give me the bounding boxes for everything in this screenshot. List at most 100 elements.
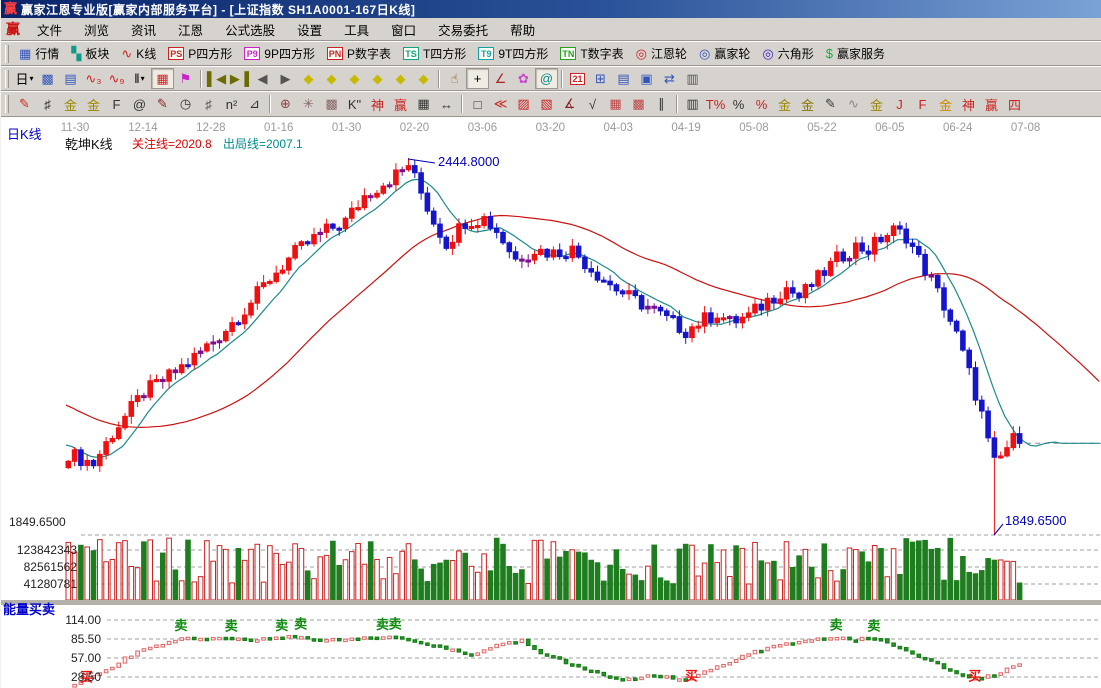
time-circle-button[interactable]: ◷ xyxy=(174,94,197,115)
tool-kline[interactable]: ∿ K线 xyxy=(115,43,162,64)
diamond-right-button[interactable]: ◆ xyxy=(320,68,343,89)
hash-lines-button[interactable]: ♯ xyxy=(197,94,220,115)
ying-angle-button[interactable]: 赢 xyxy=(980,94,1003,115)
shape-tool-button[interactable]: ✿ xyxy=(512,68,535,89)
box-frame-button[interactable]: □ xyxy=(466,94,489,115)
tool-winner-wheel[interactable]: ◎ 赢家轮 xyxy=(693,43,756,64)
tool-9t-square[interactable]: T9 9T四方形 xyxy=(472,43,554,64)
shen-angle-button[interactable]: 神 xyxy=(957,94,980,115)
qiankun-pattern-button[interactable]: ▦ xyxy=(151,68,174,89)
crosshair-tool-button[interactable]: + xyxy=(466,68,489,89)
tool-quotes[interactable]: ▦ 行情 xyxy=(13,43,65,64)
ruler-grid-button[interactable]: ▦ xyxy=(412,94,435,115)
menu-gann[interactable]: 江恩 xyxy=(167,18,214,41)
gold-line-button[interactable]: 金 xyxy=(796,94,819,115)
diamond-full-button[interactable]: ◆ xyxy=(412,68,435,89)
k-quote-button[interactable]: K" xyxy=(343,94,366,115)
shen-tool-button[interactable]: 神 xyxy=(366,94,389,115)
tool-p-square[interactable]: PS P四方形 xyxy=(162,43,238,64)
jump-last-button[interactable]: ▶▐ xyxy=(228,68,251,89)
spiral-tool-button[interactable]: @ xyxy=(128,94,151,115)
gold-angle-button[interactable]: 金 xyxy=(934,94,957,115)
f-grid-button[interactable]: F xyxy=(105,94,128,115)
info-doc-button[interactable]: ▤ xyxy=(59,68,82,89)
save-button[interactable]: ▣ xyxy=(635,68,658,89)
grid-red-button[interactable]: ▦ xyxy=(604,94,627,115)
star-web-button[interactable]: ✳ xyxy=(297,94,320,115)
network-quote-button[interactable]: ▩ xyxy=(36,68,59,89)
hatch-box-button[interactable]: ▧ xyxy=(535,94,558,115)
menu-settings[interactable]: 设置 xyxy=(286,18,333,41)
flag-chart-button[interactable]: ⚑ xyxy=(174,68,197,89)
parallel-lines-button[interactable]: ∥ xyxy=(650,94,673,115)
gold-circle-button[interactable]: 金 xyxy=(773,94,796,115)
chart-area[interactable]: 11-30 12-14 12-28 01-16 01-30 02-20 03-06 03-20… xyxy=(1,117,1101,688)
fan-box-button[interactable]: ▨ xyxy=(512,94,535,115)
period-daily-button[interactable]: 日 ▾ xyxy=(13,68,36,89)
toolbar-grip[interactable] xyxy=(5,69,9,88)
angle-measure-button[interactable]: ∠ xyxy=(489,68,512,89)
tool-winner-service[interactable]: $ 赢家服务 xyxy=(820,43,891,64)
box-web-button[interactable]: ▩ xyxy=(320,94,343,115)
hand-tool-button[interactable]: ☝ xyxy=(443,68,466,89)
menu-tools[interactable]: 工具 xyxy=(333,18,380,41)
knife-tool-button[interactable]: ✎ xyxy=(13,94,36,115)
span-measure-button[interactable]: ↔ xyxy=(435,94,458,115)
check-wave-button[interactable]: √ xyxy=(581,94,604,115)
menu-info[interactable]: 资讯 xyxy=(120,18,167,41)
gold-grid-1-button[interactable]: 金 xyxy=(59,94,82,115)
percent-line-button[interactable]: % xyxy=(750,94,773,115)
wave-3-button[interactable]: ∿₃ xyxy=(82,68,105,89)
memo-button[interactable]: ▤ xyxy=(612,68,635,89)
percent-table-button[interactable]: ▥ xyxy=(681,94,704,115)
menu-browse[interactable]: 浏览 xyxy=(73,18,120,41)
n-square-button[interactable]: n² xyxy=(220,94,243,115)
tool-p-number-table[interactable]: PN P数字表 xyxy=(321,43,397,64)
tool-hexagon[interactable]: ◎ 六角形 xyxy=(756,43,819,64)
toolbar-grip[interactable] xyxy=(5,95,9,113)
diamond-both-button[interactable]: ◆ xyxy=(343,68,366,89)
tool-sectors[interactable]: ▚ 板块 xyxy=(65,43,115,64)
kline-chart-canvas[interactable]: 11-30 12-14 12-28 01-16 01-30 02-20 03-06 03-20… xyxy=(1,118,1101,688)
tool-gann-wheel[interactable]: ◎ 江恩轮 xyxy=(630,43,693,64)
menu-trade-entrust[interactable]: 交易委托 xyxy=(427,18,499,41)
menu-formula-stock-pick[interactable]: 公式选股 xyxy=(214,18,286,41)
tool-t-number-table[interactable]: TN T数字表 xyxy=(554,43,629,64)
four-angle-button[interactable]: 四 xyxy=(1003,94,1026,115)
tool-t-square[interactable]: TS T四方形 xyxy=(397,43,472,64)
calculator-button[interactable]: ⊞ xyxy=(589,68,612,89)
smart-analyze-button[interactable]: @ xyxy=(535,68,558,89)
tool-9p-square[interactable]: P9 9P四方形 xyxy=(238,43,321,64)
candle-style-button[interactable]: ǁ ▾ xyxy=(128,68,151,89)
jump-first-button[interactable]: ▌◀ xyxy=(205,68,228,89)
ying-tool-button[interactable]: 赢 xyxy=(389,94,412,115)
t-percent-button[interactable]: T% xyxy=(704,94,727,115)
gold-grid-2-button[interactable]: 金 xyxy=(82,94,105,115)
gold-underline-button[interactable]: 金 xyxy=(865,94,888,115)
grid-arrow-button[interactable]: ▩ xyxy=(627,94,650,115)
step-back-button[interactable]: ◀ xyxy=(251,68,274,89)
circle-target-button[interactable]: ⊕ xyxy=(274,94,297,115)
grid-hash-button[interactable]: ♯ xyxy=(36,94,59,115)
red-fan-button[interactable]: ≪ xyxy=(489,94,512,115)
toolbar-grip[interactable] xyxy=(5,44,9,63)
percent-button[interactable]: % xyxy=(727,94,750,115)
calendar-21-button[interactable]: 21 xyxy=(566,68,589,89)
marker-pen-button[interactable]: ✎ xyxy=(151,94,174,115)
angle-lines-button[interactable]: ∡ xyxy=(558,94,581,115)
f-angle-button[interactable]: F xyxy=(911,94,934,115)
angle-a-button[interactable]: ⊿ xyxy=(243,94,266,115)
a-wave-button[interactable]: ∿ xyxy=(842,94,865,115)
step-forward-button[interactable]: ▶ xyxy=(274,68,297,89)
diamond-left-button[interactable]: ◆ xyxy=(297,68,320,89)
export-button[interactable]: ⇄ xyxy=(658,68,681,89)
brush-vertical-button[interactable]: ✎ xyxy=(819,94,842,115)
menu-window[interactable]: 窗口 xyxy=(380,18,427,41)
print-setup-button[interactable]: ▥ xyxy=(681,68,704,89)
wave-9-button[interactable]: ∿₉ xyxy=(105,68,128,89)
diamond-expand-button[interactable]: ◆ xyxy=(389,68,412,89)
menu-file[interactable]: 文件 xyxy=(26,18,73,41)
j-angle-button[interactable]: J xyxy=(888,94,911,115)
menu-help[interactable]: 帮助 xyxy=(499,18,546,41)
diamond-compress-button[interactable]: ◆ xyxy=(366,68,389,89)
